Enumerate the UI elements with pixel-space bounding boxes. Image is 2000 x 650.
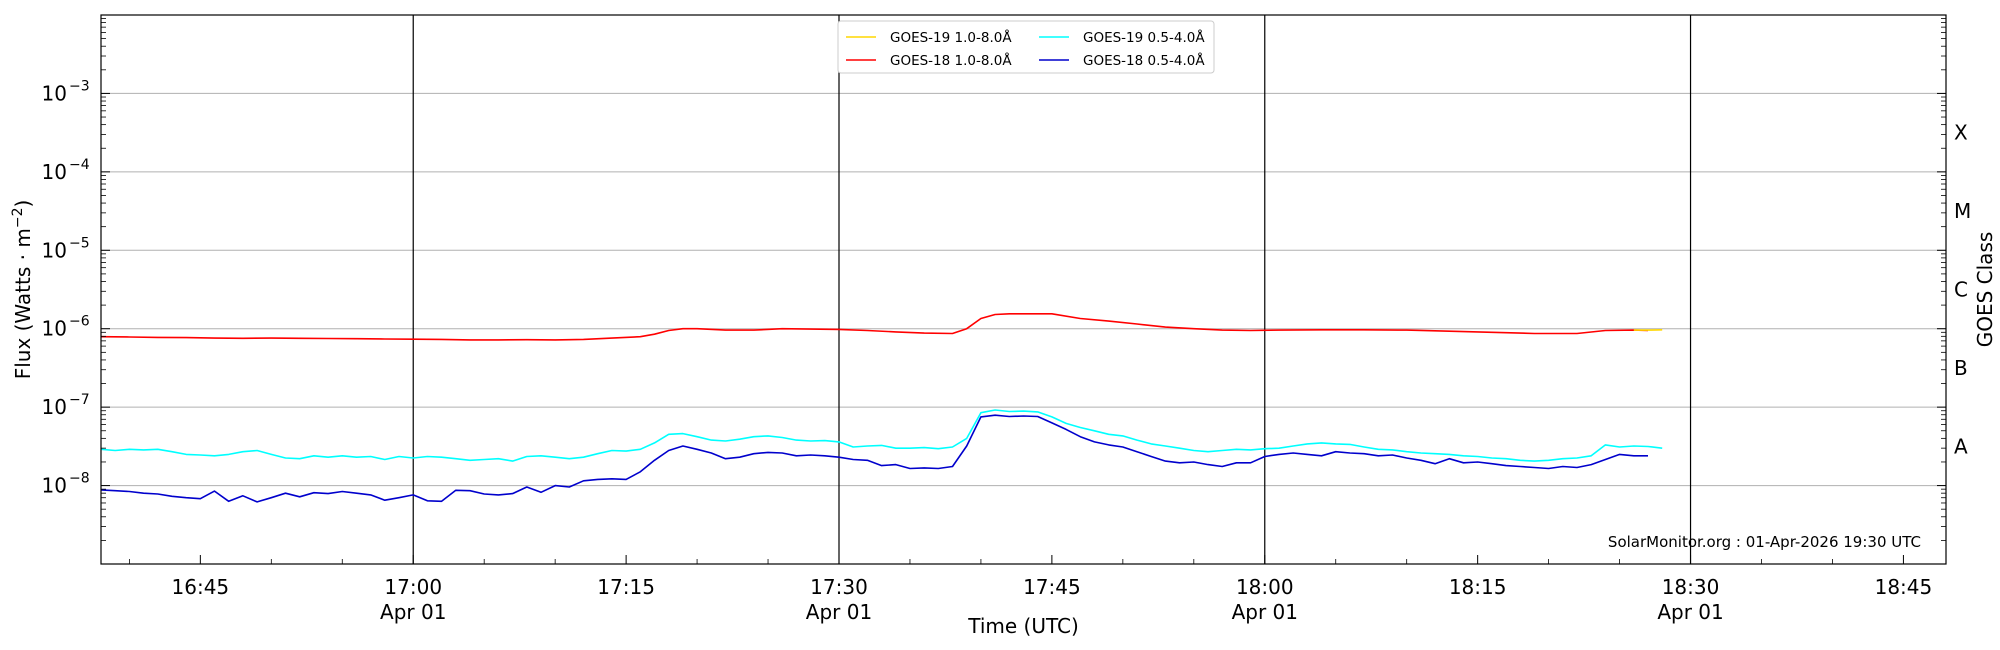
x-tick-label: 17:30 xyxy=(810,575,868,599)
y-tick-exponent: −5 xyxy=(69,235,90,251)
series-line xyxy=(100,409,1663,462)
legend-box xyxy=(837,20,1215,74)
goes-class-labels: A B C M X xyxy=(1954,121,1971,459)
y-tick-label: 10 xyxy=(42,160,67,184)
date-vertical-lines xyxy=(412,15,1692,564)
y-axis-title-main: Flux (Watts · m xyxy=(11,228,35,379)
y-tick-exponent: −8 xyxy=(69,471,90,487)
goes-class-label: X xyxy=(1954,121,1968,145)
goes-class-label: C xyxy=(1954,278,1968,302)
x-tick-label: 18:30 xyxy=(1662,575,1720,599)
goes-class-label: A xyxy=(1954,434,1968,458)
x-tick-date-label: Apr 01 xyxy=(1232,600,1298,624)
x-tick-label: 17:15 xyxy=(597,575,655,599)
x-tick-label: 16:45 xyxy=(172,575,230,599)
x-tick-label: 18:00 xyxy=(1236,575,1294,599)
legend-label: GOES-18 0.5-4.0Å xyxy=(1083,52,1205,69)
y-tick-label: 10 xyxy=(42,317,67,341)
goes-class-label: B xyxy=(1954,356,1968,380)
series-line xyxy=(100,414,1648,503)
legend-label: GOES-19 0.5-4.0Å xyxy=(1083,29,1205,46)
legend: GOES-19 1.0-8.0Å GOES-18 1.0-8.0Å GOES-19 … xyxy=(837,20,1215,74)
legend-label: GOES-19 1.0-8.0Å xyxy=(890,29,1012,46)
y-tick-label: 10 xyxy=(42,395,67,419)
y-axis-ticks: 10−810−710−610−510−410−3 xyxy=(42,18,1946,541)
goes-class-label: M xyxy=(1954,199,1971,223)
series-line xyxy=(100,312,1649,341)
series-layer xyxy=(100,312,1663,503)
x-axis-title: Time (UTC) xyxy=(967,614,1079,638)
plot-frame xyxy=(100,14,1947,565)
x-tick-label: 17:45 xyxy=(1023,575,1081,599)
legend-label: GOES-18 1.0-8.0Å xyxy=(890,52,1012,69)
y-tick-exponent: −3 xyxy=(69,78,90,94)
grid-layer xyxy=(101,92,1946,487)
x-tick-label: 18:15 xyxy=(1449,575,1507,599)
y-tick-label: 10 xyxy=(42,474,67,498)
x-tick-date-label: Apr 01 xyxy=(1657,600,1723,624)
y-tick-exponent: −7 xyxy=(69,392,90,408)
y-tick-label: 10 xyxy=(42,238,67,262)
y-axis-title-superscript: −2 xyxy=(10,208,26,229)
x-tick-label: 18:45 xyxy=(1875,575,1933,599)
y-tick-exponent: −4 xyxy=(69,157,90,173)
x-tick-label: 17:00 xyxy=(384,575,442,599)
x-tick-date-label: Apr 01 xyxy=(806,600,872,624)
credit-text: SolarMonitor.org : 01-Apr-2026 19:30 UTC xyxy=(1608,533,1921,551)
x-tick-date-label: Apr 01 xyxy=(380,600,446,624)
y-axis-title: Flux (Watts · m−2) xyxy=(10,200,35,380)
y-tick-exponent: −6 xyxy=(69,314,90,330)
y-axis-title-close: ) xyxy=(11,200,35,208)
y2-axis-title: GOES Class xyxy=(1973,232,1997,348)
y-tick-label: 10 xyxy=(42,81,67,105)
